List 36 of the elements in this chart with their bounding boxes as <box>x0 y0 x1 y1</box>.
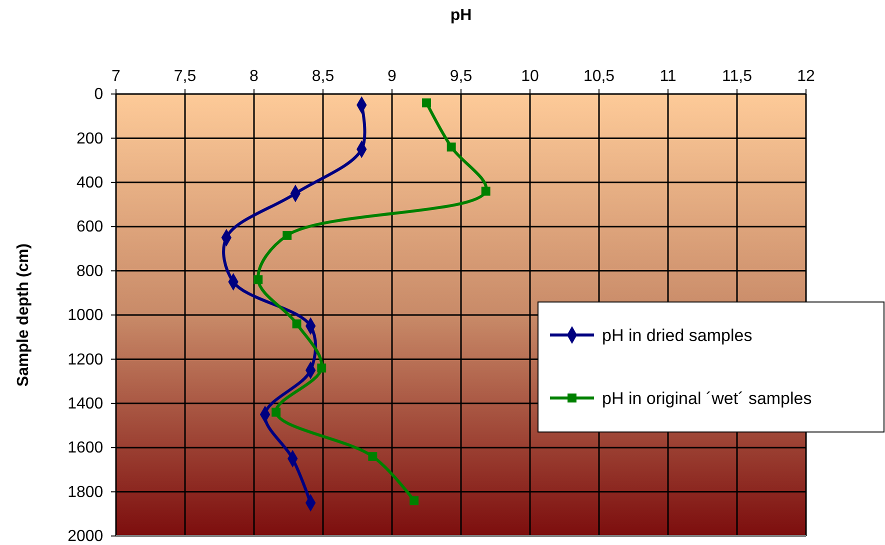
x-tick-label: 7 <box>112 68 121 86</box>
x-tick-label: 10 <box>521 68 539 86</box>
y-tick-label: 1400 <box>68 396 104 413</box>
legend-label: pH in dried samples <box>602 326 752 345</box>
x-tick-label: 12 <box>797 68 815 86</box>
y-tick-label: 800 <box>76 262 104 280</box>
x-tick-label: 9 <box>388 68 397 86</box>
y-tick-label: 0 <box>94 86 104 104</box>
x-tick-label: 8 <box>250 68 259 86</box>
point <box>292 319 302 328</box>
x-tick-label: 8,5 <box>312 68 334 86</box>
legend-label: pH in original ´wet´ samples <box>602 389 812 408</box>
x-tick-label: 11 <box>660 68 676 86</box>
y-tick-label: 200 <box>76 130 104 148</box>
y-axis-title: Sample depth (cm) <box>15 243 32 387</box>
y-tick-label: 1200 <box>68 351 104 368</box>
y-tick-label: 400 <box>76 174 104 192</box>
point <box>422 98 431 108</box>
point <box>410 496 419 506</box>
x-tick-label: 10,5 <box>583 68 615 86</box>
point <box>282 230 292 240</box>
y-tick-label: 2000 <box>68 528 104 545</box>
y-tick-label: 1600 <box>68 440 104 457</box>
point <box>368 452 378 461</box>
x-tick-label: 9,5 <box>450 68 472 86</box>
y-tick-label: 600 <box>76 218 104 236</box>
x-axis-title: pH <box>450 7 472 24</box>
point <box>481 186 490 196</box>
y-tick-label: 1800 <box>68 484 104 501</box>
x-tick-label: 11,5 <box>722 68 752 86</box>
point <box>254 275 263 284</box>
x-tick-label: 7,5 <box>174 68 196 86</box>
y-tick-label: 1000 <box>68 307 104 324</box>
point <box>317 364 326 373</box>
point <box>446 142 456 152</box>
point <box>272 408 281 417</box>
